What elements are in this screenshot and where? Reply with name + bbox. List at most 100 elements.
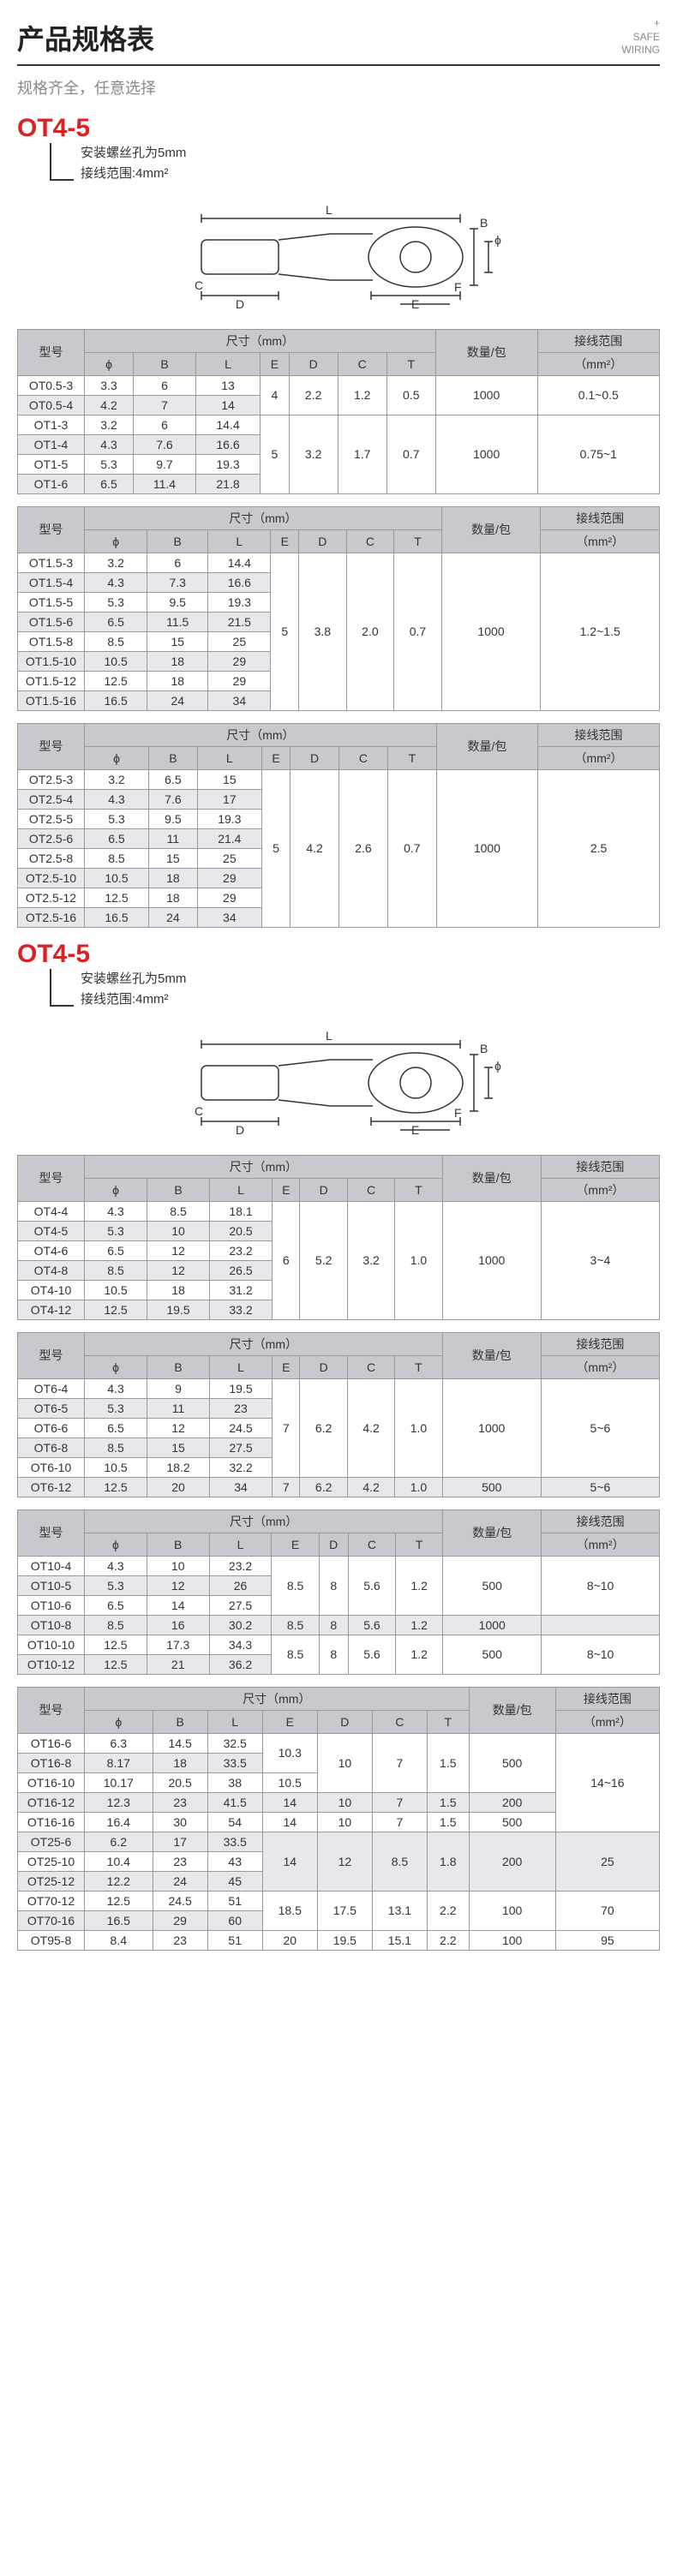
cell: OT4-10 xyxy=(18,1280,85,1300)
cell: 1000 xyxy=(442,1201,541,1319)
cell: 12 xyxy=(317,1832,372,1891)
cell: 8.5 xyxy=(85,848,149,868)
cell: 5.3 xyxy=(85,1221,147,1240)
cell: 27.5 xyxy=(209,1595,272,1615)
cell: 12.3 xyxy=(85,1792,153,1812)
cell: 6.5 xyxy=(85,828,149,848)
cell: 8 xyxy=(319,1615,348,1635)
cell: 18.2 xyxy=(147,1457,210,1477)
page-title: 产品规格表 xyxy=(17,18,154,57)
cell: 36.2 xyxy=(209,1654,272,1674)
th: C xyxy=(339,746,388,769)
cell: 5~6 xyxy=(541,1378,659,1477)
cell: 10 xyxy=(317,1792,372,1812)
cell: 16.5 xyxy=(85,907,149,927)
cell: OT25-6 xyxy=(18,1832,85,1851)
cell: 7.6 xyxy=(134,434,196,454)
cell: 8.5 xyxy=(272,1615,319,1635)
cell: 10 xyxy=(317,1733,372,1792)
cell: 6.5 xyxy=(148,769,197,789)
model-code: OT4-5 xyxy=(17,114,660,143)
cell: 34 xyxy=(210,1477,273,1497)
th: （mm²） xyxy=(538,746,660,769)
cell: 9.7 xyxy=(134,454,196,474)
svg-text:B: B xyxy=(480,1042,488,1055)
th: T xyxy=(395,1355,442,1378)
cell: 3.2 xyxy=(85,553,147,572)
cell: 2.0 xyxy=(346,553,394,710)
cell: 8.5 xyxy=(272,1635,319,1674)
cell: 12 xyxy=(147,1418,210,1437)
th: B xyxy=(147,1355,210,1378)
desc-line-2: 接线范围:4mm² xyxy=(81,164,186,184)
cell: 5 xyxy=(271,553,299,710)
cell: 5.3 xyxy=(85,1575,147,1595)
cell: OT4-12 xyxy=(18,1300,85,1319)
cell: 21 xyxy=(147,1654,209,1674)
cell: 24 xyxy=(153,1871,207,1891)
cell: 19.5 xyxy=(317,1930,372,1950)
cell: 14 xyxy=(262,1792,317,1812)
spec-table-1: 型号 尺寸（mm） 数量/包 接线范围 ϕ B L E D C T （mm²） … xyxy=(17,329,660,494)
cell: 21.4 xyxy=(197,828,261,848)
cell: OT1.5-16 xyxy=(18,690,85,710)
cell: 18.5 xyxy=(262,1891,317,1930)
bracket-icon xyxy=(50,969,74,1007)
cell: 1000 xyxy=(443,1615,542,1635)
cell: 20.5 xyxy=(210,1221,273,1240)
cell: 6.5 xyxy=(85,1240,147,1260)
cell: 10.5 xyxy=(262,1772,317,1792)
th-l: L xyxy=(195,352,260,375)
cell: 18 xyxy=(147,671,208,690)
terminal-diagram-2: LBϕ CDEF xyxy=(17,1019,660,1143)
safe-label: SAFE xyxy=(621,31,660,45)
cell: 33.2 xyxy=(210,1300,273,1319)
th: B xyxy=(147,1178,210,1201)
th: C xyxy=(346,529,394,553)
cell: OT16-6 xyxy=(18,1733,85,1753)
th: 尺寸（mm） xyxy=(85,1332,443,1355)
cell: 7 xyxy=(372,1792,427,1812)
cell: OT25-10 xyxy=(18,1851,85,1871)
th: L xyxy=(209,1533,272,1556)
cell: 24.5 xyxy=(153,1891,207,1910)
cell: 18 xyxy=(148,868,197,888)
th: ϕ xyxy=(85,529,147,553)
cell: 0.7 xyxy=(387,769,436,927)
cell: 8.5 xyxy=(85,1260,147,1280)
th: E xyxy=(273,1178,300,1201)
cell: OT2.5-8 xyxy=(18,848,85,868)
cell: 500 xyxy=(443,1635,542,1674)
cell: 15 xyxy=(197,769,261,789)
cell: 3.2 xyxy=(85,415,134,434)
cell: 7.3 xyxy=(147,572,208,592)
cell: 5 xyxy=(261,769,290,927)
cell: 14 xyxy=(147,1595,209,1615)
cell: 7.6 xyxy=(148,789,197,809)
label-F: F xyxy=(454,280,462,294)
cell: 23 xyxy=(210,1398,273,1418)
label-phi: ϕ xyxy=(494,233,501,247)
th: ϕ xyxy=(85,1533,147,1556)
cell: 500 xyxy=(442,1477,541,1497)
th: L xyxy=(197,746,261,769)
cell: 9.5 xyxy=(148,809,197,828)
cell: 29 xyxy=(197,868,261,888)
cell: OT1-3 xyxy=(18,415,85,434)
cell: OT16-16 xyxy=(18,1812,85,1832)
cell: 14.4 xyxy=(208,553,271,572)
cell: OT70-16 xyxy=(18,1910,85,1930)
cell: 1.5 xyxy=(427,1812,469,1832)
svg-text:F: F xyxy=(454,1106,462,1120)
svg-text:E: E xyxy=(411,1123,419,1137)
terminal-diagram: L B ϕ C D E F xyxy=(17,193,660,317)
cell: 4.2 xyxy=(347,1477,394,1497)
cell: 25 xyxy=(555,1832,659,1891)
cell: 14 xyxy=(195,395,260,415)
cell: 29 xyxy=(153,1910,207,1930)
cell: 0.5 xyxy=(386,375,435,415)
cell: 10.3 xyxy=(262,1733,317,1772)
th: E xyxy=(262,1710,317,1733)
cell: 5.2 xyxy=(300,1201,347,1319)
cell: OT1.5-5 xyxy=(18,592,85,612)
